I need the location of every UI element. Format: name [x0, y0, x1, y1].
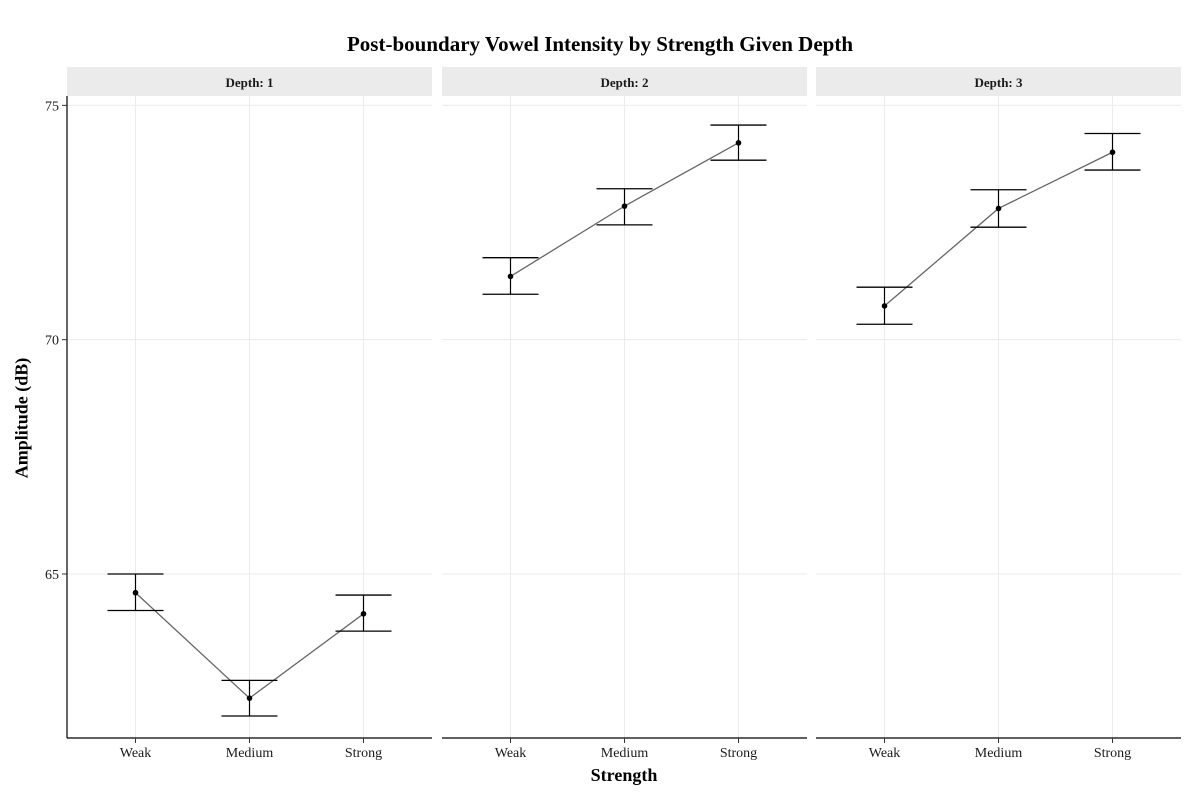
data-point [132, 589, 139, 596]
x-tick-label: Medium [226, 746, 274, 761]
x-axis-label: Strength [590, 765, 658, 785]
facet-strip [442, 67, 807, 96]
x-tick-label: Strong [345, 746, 382, 761]
x-tick-label: Medium [975, 746, 1023, 761]
data-point [360, 611, 367, 617]
data-point [995, 205, 1002, 212]
facet-strip-label: Depth: 3 [974, 75, 1023, 90]
data-point [246, 695, 253, 701]
data-point [1109, 149, 1116, 156]
y-tick-label: 75 [45, 99, 59, 114]
y-tick-label: 65 [45, 568, 59, 583]
x-tick-label: Weak [495, 746, 527, 761]
y-axis-label: Amplitude (dB) [11, 357, 32, 479]
facet-strip [67, 67, 432, 96]
x-tick-label: Weak [120, 746, 152, 761]
x-tick-label: Weak [869, 746, 901, 761]
data-point [881, 303, 888, 309]
x-tick-label: Strong [720, 746, 757, 761]
y-tick-label: 70 [45, 334, 59, 349]
facet-strip-label: Depth: 1 [225, 75, 273, 90]
x-tick-label: Medium [601, 746, 649, 761]
facet-strip [816, 67, 1181, 96]
data-point [621, 203, 628, 209]
x-tick-label: Strong [1094, 746, 1131, 761]
data-point [507, 273, 514, 280]
chart-title: Post-boundary Vowel Intensity by Strengt… [346, 32, 854, 56]
facet-strip-label: Depth: 2 [600, 75, 648, 90]
data-point [735, 140, 742, 146]
